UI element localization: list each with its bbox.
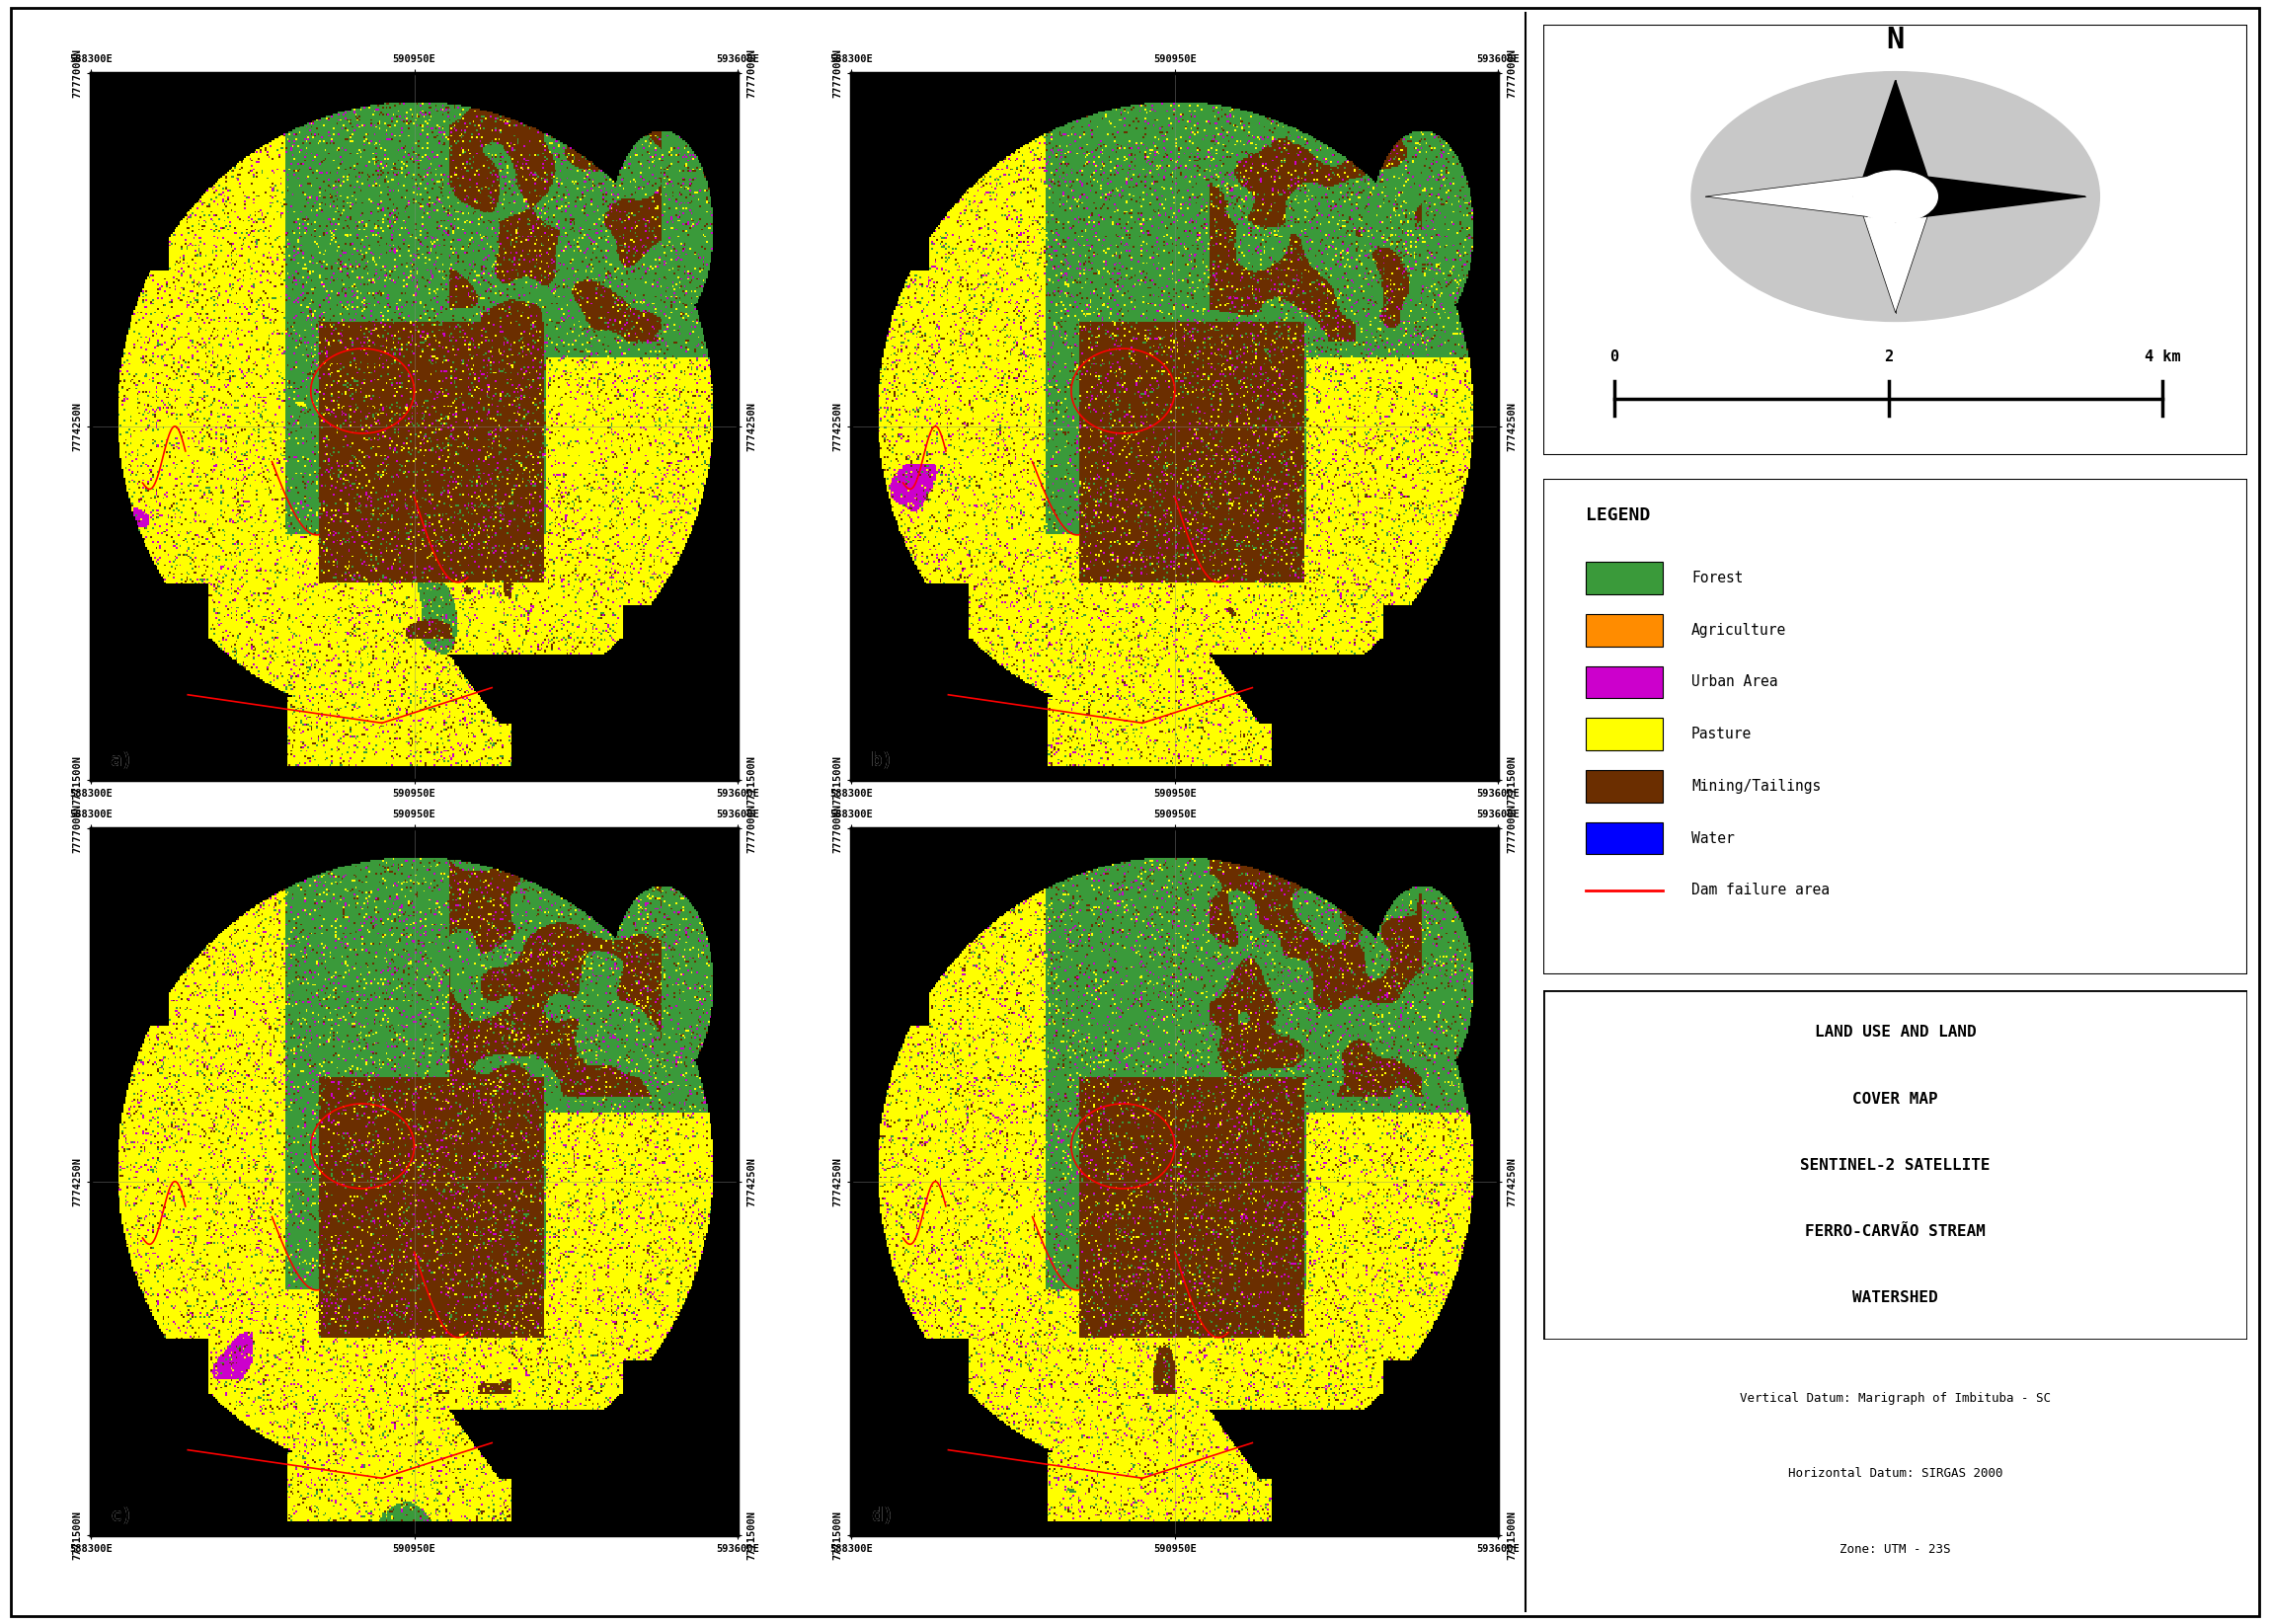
- Text: COVER MAP: COVER MAP: [1852, 1091, 1939, 1106]
- Bar: [1587, 822, 1664, 854]
- Text: b): b): [872, 752, 894, 770]
- Text: a): a): [111, 752, 134, 770]
- Bar: [1587, 770, 1664, 802]
- Polygon shape: [1857, 80, 1934, 197]
- Text: Forest: Forest: [1691, 570, 1743, 586]
- Text: Horizontal Datum: SIRGAS 2000: Horizontal Datum: SIRGAS 2000: [1789, 1466, 2002, 1479]
- Bar: [1587, 718, 1664, 750]
- Text: LAND USE AND LAND: LAND USE AND LAND: [1814, 1025, 1977, 1039]
- Text: Zone: UTM - 23S: Zone: UTM - 23S: [1841, 1543, 1950, 1556]
- Text: Vertical Datum: Marigraph of Imbituba - SC: Vertical Datum: Marigraph of Imbituba - …: [1739, 1392, 2052, 1405]
- Text: d): d): [872, 1507, 894, 1525]
- Text: 0: 0: [1609, 349, 1619, 364]
- Text: WATERSHED: WATERSHED: [1852, 1291, 1939, 1306]
- Text: SENTINEL-2 SATELLITE: SENTINEL-2 SATELLITE: [1800, 1158, 1991, 1173]
- Text: Mining/Tailings: Mining/Tailings: [1691, 780, 1821, 794]
- Text: c): c): [111, 1507, 134, 1525]
- Polygon shape: [1857, 197, 1934, 313]
- Polygon shape: [1895, 172, 2086, 221]
- Bar: [1587, 666, 1664, 698]
- Text: Pasture: Pasture: [1691, 728, 1752, 742]
- Text: Dam failure area: Dam failure area: [1691, 883, 1830, 898]
- Text: 4 km: 4 km: [2145, 349, 2181, 364]
- Bar: [1587, 562, 1664, 594]
- Text: c): c): [111, 1507, 134, 1525]
- Ellipse shape: [1691, 71, 2100, 322]
- Bar: [1587, 614, 1664, 646]
- Text: a): a): [111, 752, 134, 770]
- Text: N: N: [1886, 26, 1905, 55]
- Text: b): b): [872, 752, 894, 770]
- Circle shape: [1852, 171, 1939, 222]
- Text: Urban Area: Urban Area: [1691, 674, 1777, 690]
- Text: 2: 2: [1884, 349, 1893, 364]
- Polygon shape: [1705, 172, 1895, 221]
- Text: Agriculture: Agriculture: [1691, 622, 1786, 638]
- Text: d): d): [872, 1507, 894, 1525]
- Text: FERRO-CARVÃO STREAM: FERRO-CARVÃO STREAM: [1805, 1224, 1986, 1239]
- Text: Water: Water: [1691, 831, 1734, 846]
- Text: LEGEND: LEGEND: [1587, 507, 1650, 525]
